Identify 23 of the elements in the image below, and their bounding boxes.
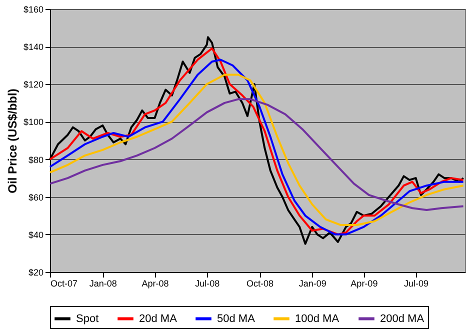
x-tick-label: Oct-08 bbox=[246, 278, 274, 288]
line-series bbox=[49, 98, 464, 212]
y-axis-title: Oil Price (US$/bbl) bbox=[5, 88, 20, 194]
y-tick-label: $100 bbox=[23, 117, 44, 128]
y-tick-label: $20 bbox=[28, 268, 44, 278]
legend-label: 100d MA bbox=[295, 312, 340, 325]
legend-label: 200d MA bbox=[380, 312, 425, 325]
y-tick-label: $160 bbox=[23, 4, 44, 14]
y-tick-label: $140 bbox=[23, 42, 44, 52]
x-tick-label: Jul-08 bbox=[195, 278, 220, 288]
y-tick-label: $120 bbox=[23, 80, 44, 90]
x-tick-label: Apr-08 bbox=[142, 278, 169, 288]
y-tick-label: $60 bbox=[28, 192, 44, 202]
y-tick-label: $40 bbox=[28, 230, 44, 240]
x-tick-label: Apr-09 bbox=[350, 278, 378, 288]
x-tick-label: Jul-09 bbox=[404, 278, 429, 288]
legend-label: 50d MA bbox=[217, 312, 256, 325]
legend-label: 20d MA bbox=[139, 312, 178, 325]
legend-label: Spot bbox=[76, 312, 99, 325]
x-tick-label: Jan-09 bbox=[298, 278, 326, 288]
y-tick-label: $80 bbox=[28, 154, 44, 165]
x-tick-label: Oct-07 bbox=[50, 278, 78, 288]
x-tick-label: Jan-08 bbox=[89, 278, 117, 288]
